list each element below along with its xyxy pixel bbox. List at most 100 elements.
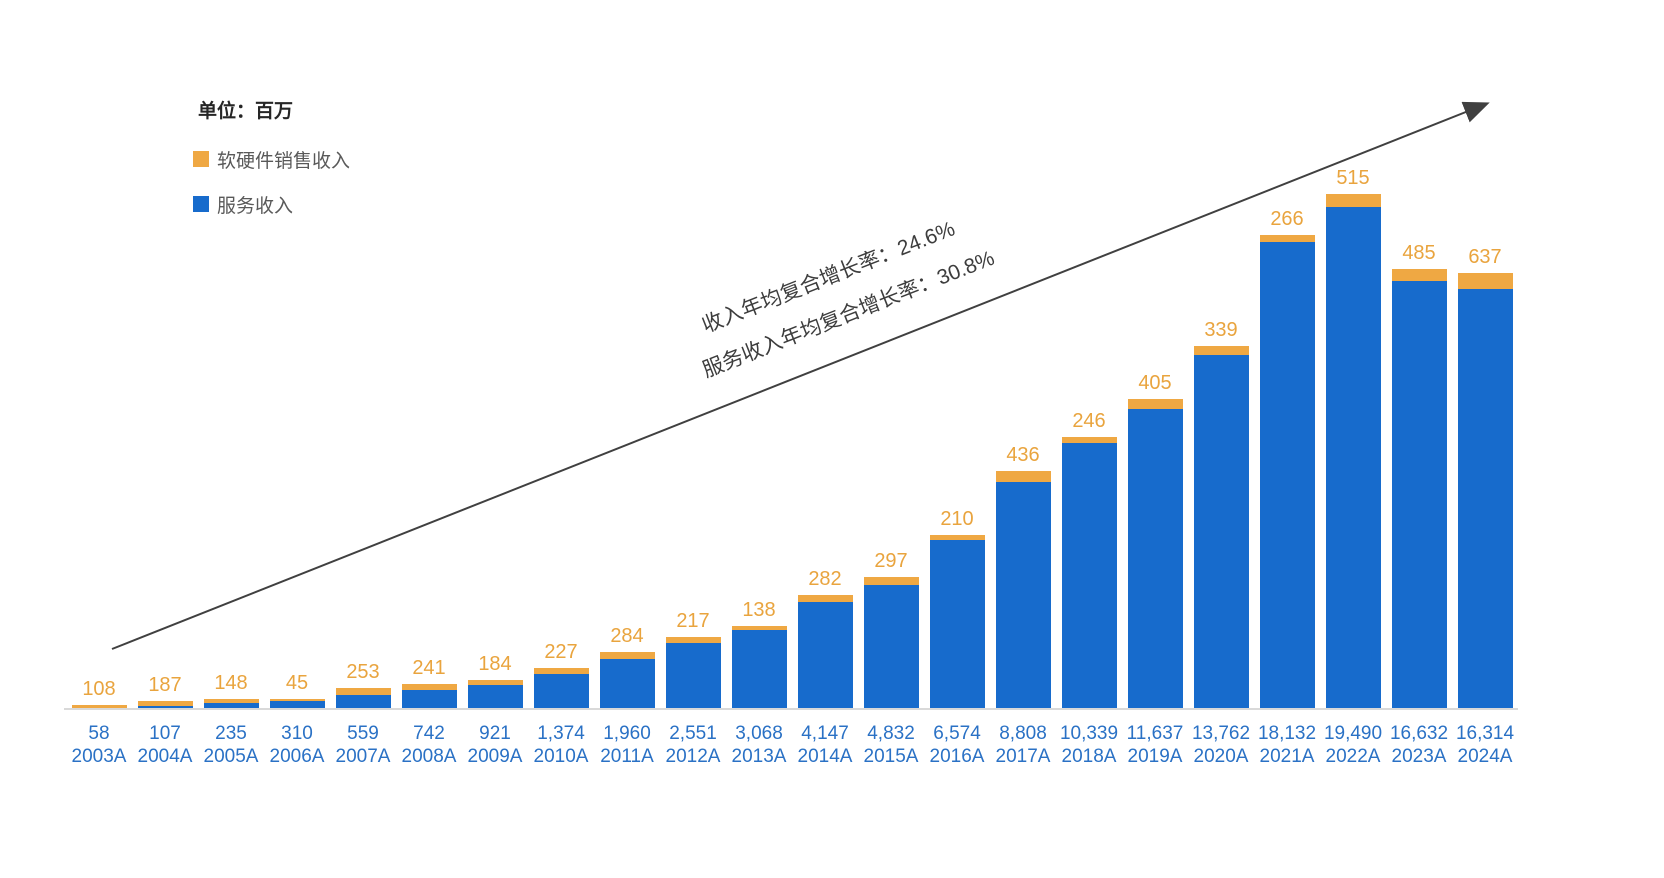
axis-year-label: 2013A (731, 746, 787, 767)
axis-value-label-service: 19,490 (1323, 723, 1383, 744)
stacked-bar (929, 535, 985, 709)
bar-group-2009A: 184 (462, 0, 528, 709)
axis-year-label: 2005A (203, 746, 259, 767)
bar-segment-service (269, 701, 325, 709)
x-axis-label-2011A: 1,960 2011A (594, 722, 660, 768)
bar-segment-service (1061, 443, 1117, 709)
bar-segment-hardware (1127, 399, 1183, 409)
bar-segment-hardware (137, 701, 193, 706)
bar-value-label-hardware: 184 (478, 653, 512, 675)
x-axis-label-2006A: 310 2006A (264, 722, 330, 768)
bar-segment-hardware (269, 699, 325, 701)
bar-group-2005A: 148 (198, 0, 264, 709)
bar-group-2007A: 253 (330, 0, 396, 709)
bar-group-2011A: 284 (594, 0, 660, 709)
axis-value-label-service: 13,762 (1191, 723, 1251, 744)
bar-segment-hardware (335, 688, 391, 695)
x-axis-label-2016A: 6,574 2016A (924, 722, 990, 768)
axis-value-label-service: 58 (88, 723, 110, 744)
axis-year-label: 2011A (600, 746, 654, 767)
axis-year-label: 2019A (1127, 746, 1183, 767)
axis-year-label: 2018A (1061, 746, 1117, 767)
axis-value-label-service: 742 (413, 723, 445, 744)
stacked-bar (995, 471, 1051, 709)
axis-value-label-service: 310 (281, 723, 313, 744)
bar-group-2012A: 217 (660, 0, 726, 709)
bar-segment-hardware (1391, 269, 1447, 281)
bar-value-label-hardware: 405 (1138, 372, 1172, 394)
bar-group-2004A: 187 (132, 0, 198, 709)
x-axis-label-2010A: 1,374 2010A (528, 722, 594, 768)
stacked-bar (1061, 437, 1117, 709)
bar-segment-hardware (665, 637, 721, 643)
x-axis-label-2021A: 18,132 2021A (1254, 722, 1320, 768)
bar-value-label-hardware: 108 (82, 678, 116, 700)
bar-segment-service (995, 482, 1051, 709)
stacked-bar (533, 668, 589, 709)
stacked-bar (1127, 399, 1183, 709)
stacked-bar (1391, 269, 1447, 709)
bar-segment-service (599, 659, 655, 709)
bar-group-2003A: 108 (66, 0, 132, 709)
x-axis-label-2003A: 58 2003A (66, 722, 132, 768)
stacked-bar (1325, 194, 1381, 709)
axis-value-label-service: 1,374 (537, 723, 585, 744)
bar-segment-service (1127, 409, 1183, 709)
x-axis-label-2018A: 10,339 2018A (1056, 722, 1122, 768)
x-axis-label-2012A: 2,551 2012A (660, 722, 726, 768)
bar-group-2006A: 45 (264, 0, 330, 709)
x-axis-label-2007A: 559 2007A (330, 722, 396, 768)
bar-group-2022A: 515 (1320, 0, 1386, 709)
bar-value-label-hardware: 436 (1006, 444, 1040, 466)
bar-value-label-hardware: 282 (808, 568, 842, 590)
stacked-bar (863, 577, 919, 709)
x-axis-label-2020A: 13,762 2020A (1188, 722, 1254, 768)
x-axis-label-2014A: 4,147 2014A (792, 722, 858, 768)
bar-segment-hardware (599, 652, 655, 659)
axis-value-label-service: 16,314 (1455, 723, 1515, 744)
x-axis-label-2022A: 19,490 2022A (1320, 722, 1386, 768)
bar-segment-service (467, 685, 523, 709)
bar-value-label-hardware: 339 (1204, 319, 1238, 341)
axis-value-label-service: 107 (149, 723, 181, 744)
axis-year-label: 2020A (1193, 746, 1249, 767)
x-axis-label-2024A: 16,314 2024A (1452, 722, 1518, 768)
bar-value-label-hardware: 138 (742, 599, 776, 621)
bar-group-2019A: 405 (1122, 0, 1188, 709)
axis-value-label-service: 4,147 (801, 723, 849, 744)
bar-segment-hardware (1193, 346, 1249, 355)
stacked-bar (797, 595, 853, 709)
bar-value-label-hardware: 45 (285, 672, 309, 694)
stacked-bar (599, 652, 655, 709)
bar-segment-hardware (401, 684, 457, 690)
bar-segment-hardware (995, 471, 1051, 482)
bar-segment-hardware (203, 699, 259, 703)
bar-group-2018A: 246 (1056, 0, 1122, 709)
stacked-bar (335, 688, 391, 709)
bar-segment-hardware (71, 705, 127, 708)
axis-year-label: 2016A (929, 746, 985, 767)
bar-segment-service (533, 674, 589, 709)
stacked-bar (401, 684, 457, 709)
bar-segment-hardware (467, 680, 523, 685)
axis-value-label-service: 921 (479, 723, 511, 744)
bar-segment-service (203, 703, 259, 709)
stacked-bar (731, 626, 787, 709)
axis-year-label: 2006A (269, 746, 325, 767)
bar-value-label-hardware: 637 (1468, 246, 1502, 268)
bar-segment-service (1193, 355, 1249, 709)
axis-value-label-service: 1,960 (603, 723, 651, 744)
axis-year-label: 2023A (1391, 746, 1447, 767)
bar-segment-hardware (1259, 235, 1315, 242)
bar-value-label-hardware: 148 (214, 672, 248, 694)
stacked-bar (269, 699, 325, 709)
bar-value-label-hardware: 227 (544, 641, 578, 663)
bar-group-2013A: 138 (726, 0, 792, 709)
bar-value-label-hardware: 246 (1072, 410, 1106, 432)
bar-value-label-hardware: 210 (940, 508, 974, 530)
x-axis-label-2013A: 3,068 2013A (726, 722, 792, 768)
bar-value-label-hardware: 217 (676, 610, 710, 632)
axis-value-label-service: 235 (215, 723, 247, 744)
x-axis-label-2009A: 921 2009A (462, 722, 528, 768)
bar-group-2008A: 241 (396, 0, 462, 709)
